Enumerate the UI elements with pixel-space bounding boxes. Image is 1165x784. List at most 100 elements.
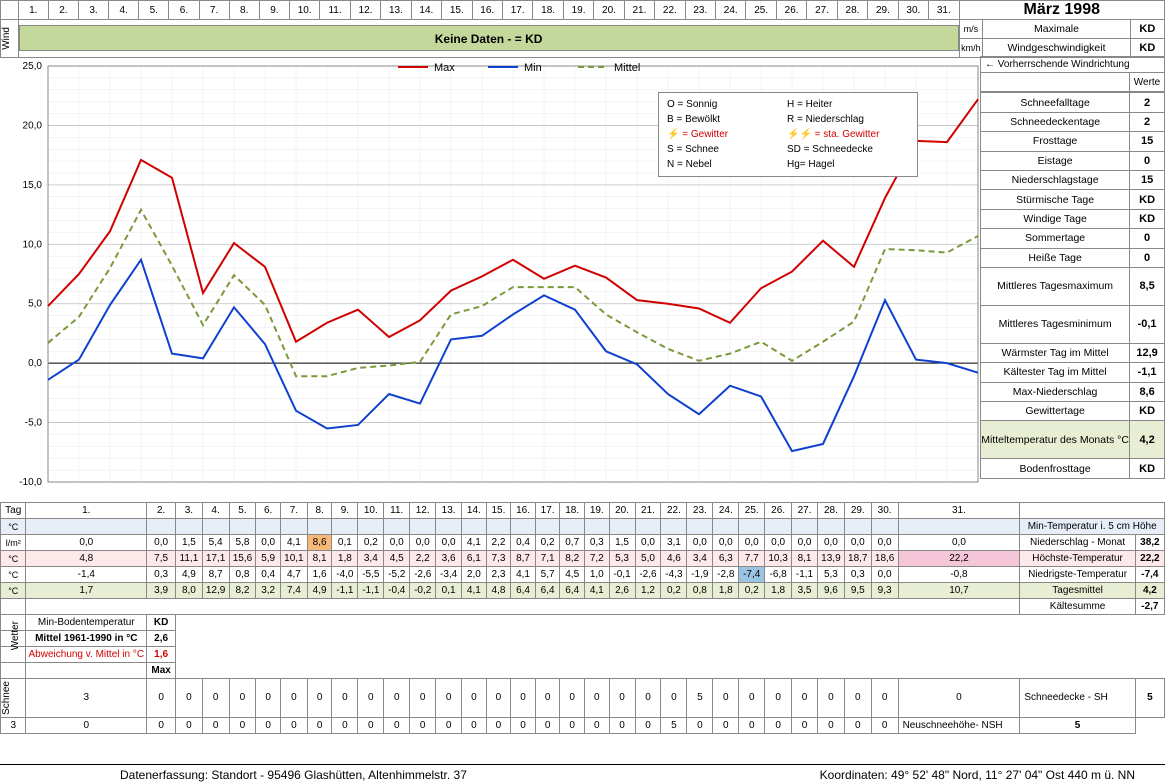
cell: 1,7: [26, 583, 147, 599]
cell: 0,2: [739, 583, 765, 599]
cell: 8,2: [229, 583, 256, 599]
cell: -1,1: [332, 583, 358, 599]
cell: 7,1: [535, 551, 560, 567]
cell: -0,1: [609, 567, 635, 583]
stat-label: Wärmster Tag im Mittel: [981, 343, 1130, 362]
cell: [410, 519, 436, 535]
cell: 0: [584, 717, 609, 733]
cell: -4,3: [661, 567, 687, 583]
cell: -2,6: [635, 567, 661, 583]
cell: [609, 519, 635, 535]
cell: -3,4: [436, 567, 462, 583]
stat-value: KD: [1130, 209, 1165, 228]
cell: 0,2: [535, 535, 560, 551]
cell: -0,2: [410, 583, 436, 599]
cell: [229, 519, 256, 535]
cell: 0: [792, 717, 818, 733]
stat-value: 0: [1130, 151, 1165, 170]
cell: 0: [462, 717, 487, 733]
svg-text:Mittel: Mittel: [614, 62, 640, 74]
svg-text:5,0: 5,0: [28, 299, 42, 310]
cell: 0,0: [256, 535, 281, 551]
cell: [713, 519, 739, 535]
cell: [535, 519, 560, 535]
cell: 6,1: [462, 551, 487, 567]
cell: 5: [687, 679, 713, 718]
cell: [26, 519, 147, 535]
cell: 0,0: [384, 535, 410, 551]
cell: [560, 519, 585, 535]
cell: 5,0: [635, 551, 661, 567]
svg-text:20,0: 20,0: [23, 120, 43, 131]
cell: 0,2: [358, 535, 384, 551]
cell: -0,8: [898, 567, 1020, 583]
cell: 13,9: [817, 551, 844, 567]
cell: 0: [560, 679, 585, 718]
cell: 0: [280, 717, 307, 733]
cell: 1,8: [765, 583, 792, 599]
stat-value: -1,1: [1130, 363, 1165, 382]
stat-value: 4,2: [1130, 421, 1165, 459]
cell: -4,0: [332, 567, 358, 583]
cell: [384, 519, 410, 535]
cell: 0,0: [26, 535, 147, 551]
cell: 7,4: [280, 583, 307, 599]
cell: -5,5: [358, 567, 384, 583]
cell: -2,8: [713, 567, 739, 583]
cell: 3,4: [358, 551, 384, 567]
svg-text:15,0: 15,0: [23, 180, 43, 191]
cell: 0,4: [256, 567, 281, 583]
cell: 2,6: [609, 583, 635, 599]
stat-value: 2: [1130, 112, 1165, 131]
cell: 0: [609, 679, 635, 718]
cell: 15,6: [229, 551, 256, 567]
stat-label: Max-Niederschlag: [981, 382, 1130, 401]
cell: 17,1: [202, 551, 229, 567]
stat-label: Sommertage: [981, 229, 1130, 248]
cell: 2,2: [410, 551, 436, 567]
cell: 0: [332, 717, 358, 733]
cell: 8,1: [792, 551, 818, 567]
cell: 1,6: [307, 567, 332, 583]
cell: [147, 519, 176, 535]
cell: 0: [384, 717, 410, 733]
cell: 0: [817, 679, 844, 718]
cell: 0,0: [871, 535, 898, 551]
cell: 10,3: [765, 551, 792, 567]
cell: -5,2: [384, 567, 410, 583]
cell: 0: [609, 717, 635, 733]
cell: 0,1: [436, 583, 462, 599]
cell: 4,1: [462, 535, 487, 551]
cell: 4,8: [26, 551, 147, 567]
cell: 0: [332, 679, 358, 718]
cell: 0,3: [844, 567, 871, 583]
cell: 5: [661, 717, 687, 733]
cell: 0: [462, 679, 487, 718]
cell: 0,0: [410, 535, 436, 551]
stat-label: Niederschlagstage: [981, 170, 1130, 189]
stat-label: Gewittertage: [981, 402, 1130, 421]
cell: 0: [844, 679, 871, 718]
cell: -1,1: [792, 567, 818, 583]
cell: 1,8: [713, 583, 739, 599]
cell: 0: [844, 717, 871, 733]
cell: 5,9: [256, 551, 281, 567]
cell: 7,2: [584, 551, 609, 567]
svg-text:-5,0: -5,0: [25, 418, 43, 429]
stat-value: 15: [1130, 132, 1165, 151]
cell: 2,0: [462, 567, 487, 583]
cell: 4,5: [560, 567, 585, 583]
cell: 0: [486, 717, 511, 733]
svg-text:10,0: 10,0: [23, 239, 43, 250]
stat-value: 12,9: [1130, 343, 1165, 362]
cell: 2,3: [486, 567, 511, 583]
cell: [280, 519, 307, 535]
cell: 6,4: [511, 583, 536, 599]
cell: 9,5: [844, 583, 871, 599]
cell: [436, 519, 462, 535]
cell: 0: [713, 717, 739, 733]
cell: [176, 519, 203, 535]
cell: 0: [307, 679, 332, 718]
cell: 0: [410, 717, 436, 733]
cell: 0: [147, 679, 176, 718]
